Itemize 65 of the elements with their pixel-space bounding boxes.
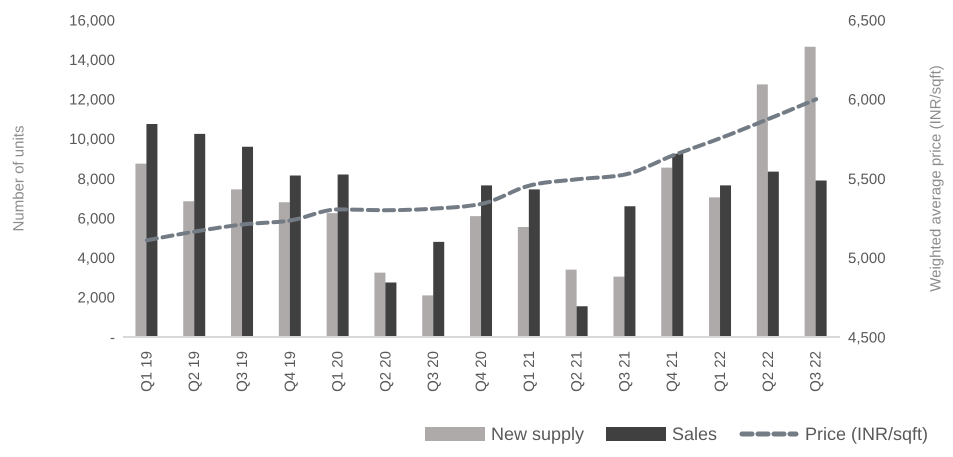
y2-tick-label: 4,500 [848,329,886,346]
y2-tick-label: 5,000 [848,250,886,268]
x-tick-label: Q3 21 [616,351,634,392]
bar [146,124,158,337]
bar [374,272,386,337]
y-tick-label: 14,000 [69,52,115,69]
y-tick-label: 10,000 [69,131,115,148]
legend-label: Sales [672,424,718,444]
x-tick-label: Q4 19 [282,351,299,392]
x-tick-label: Q1 22 [712,351,729,392]
legend-label: New supply [490,424,584,444]
bar [528,189,540,337]
x-tick-label: Q2 21 [568,351,586,392]
bar [816,180,827,337]
bar [183,201,194,337]
y-axis-title: Number of units [10,126,28,232]
bar [433,242,444,337]
x-tick-label: Q4 20 [473,351,490,392]
y2-tick-label: 5,500 [848,170,886,188]
bar [194,134,206,337]
bar [278,202,290,337]
y-tick-label: 16,000 [69,12,115,30]
x-tick-label: Q2 22 [760,351,777,392]
x-tick-label: Q2 20 [377,351,394,392]
bar [135,164,146,337]
bar [231,189,242,337]
bar [242,146,254,337]
y-tick-label: 12,000 [69,92,115,109]
y2-tick-label: 6,500 [848,12,886,30]
bar [672,154,684,337]
y-tick-label: 4,000 [77,250,115,268]
bar [768,172,779,337]
x-tick-label: Q3 22 [808,351,825,392]
bar [470,216,482,337]
bar [661,168,672,337]
y-tick-label: 2,000 [77,290,115,307]
bar [709,197,720,337]
bar [338,174,349,337]
bar [385,282,396,337]
bar [804,46,816,337]
bar [566,270,577,337]
y-tick-label: 8,000 [77,170,115,188]
bar [290,176,301,337]
bar [518,227,529,337]
bar [422,295,434,337]
bar [624,206,636,337]
x-tick-label: Q2 19 [186,351,204,392]
x-tick-label: Q4 21 [664,351,682,392]
y2-axis-title: Weighted average price (INR/sqft) [927,65,944,292]
y-tick-label: 6,000 [77,210,115,228]
bar [326,213,338,337]
x-tick-label: Q3 19 [234,351,251,392]
bar [576,306,588,337]
y-tick-label: - [110,329,115,346]
bar [613,276,624,337]
x-tick-label: Q1 21 [520,351,538,392]
bar [481,185,492,337]
x-tick-label: Q1 20 [330,351,347,392]
x-tick-label: Q1 19 [138,351,156,392]
x-tick-label: Q3 20 [425,351,442,392]
bar [720,185,732,337]
y2-tick-label: 6,000 [848,92,886,109]
bar [756,84,768,337]
line-series [144,97,818,242]
legend-label: Price (INR/sqft) [805,424,928,444]
